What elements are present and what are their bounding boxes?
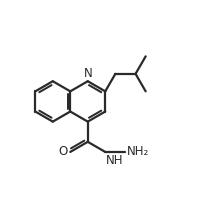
Text: NH₂: NH₂ <box>126 145 149 159</box>
Text: NH: NH <box>106 154 124 167</box>
Text: N: N <box>83 67 92 79</box>
Text: O: O <box>58 145 68 159</box>
